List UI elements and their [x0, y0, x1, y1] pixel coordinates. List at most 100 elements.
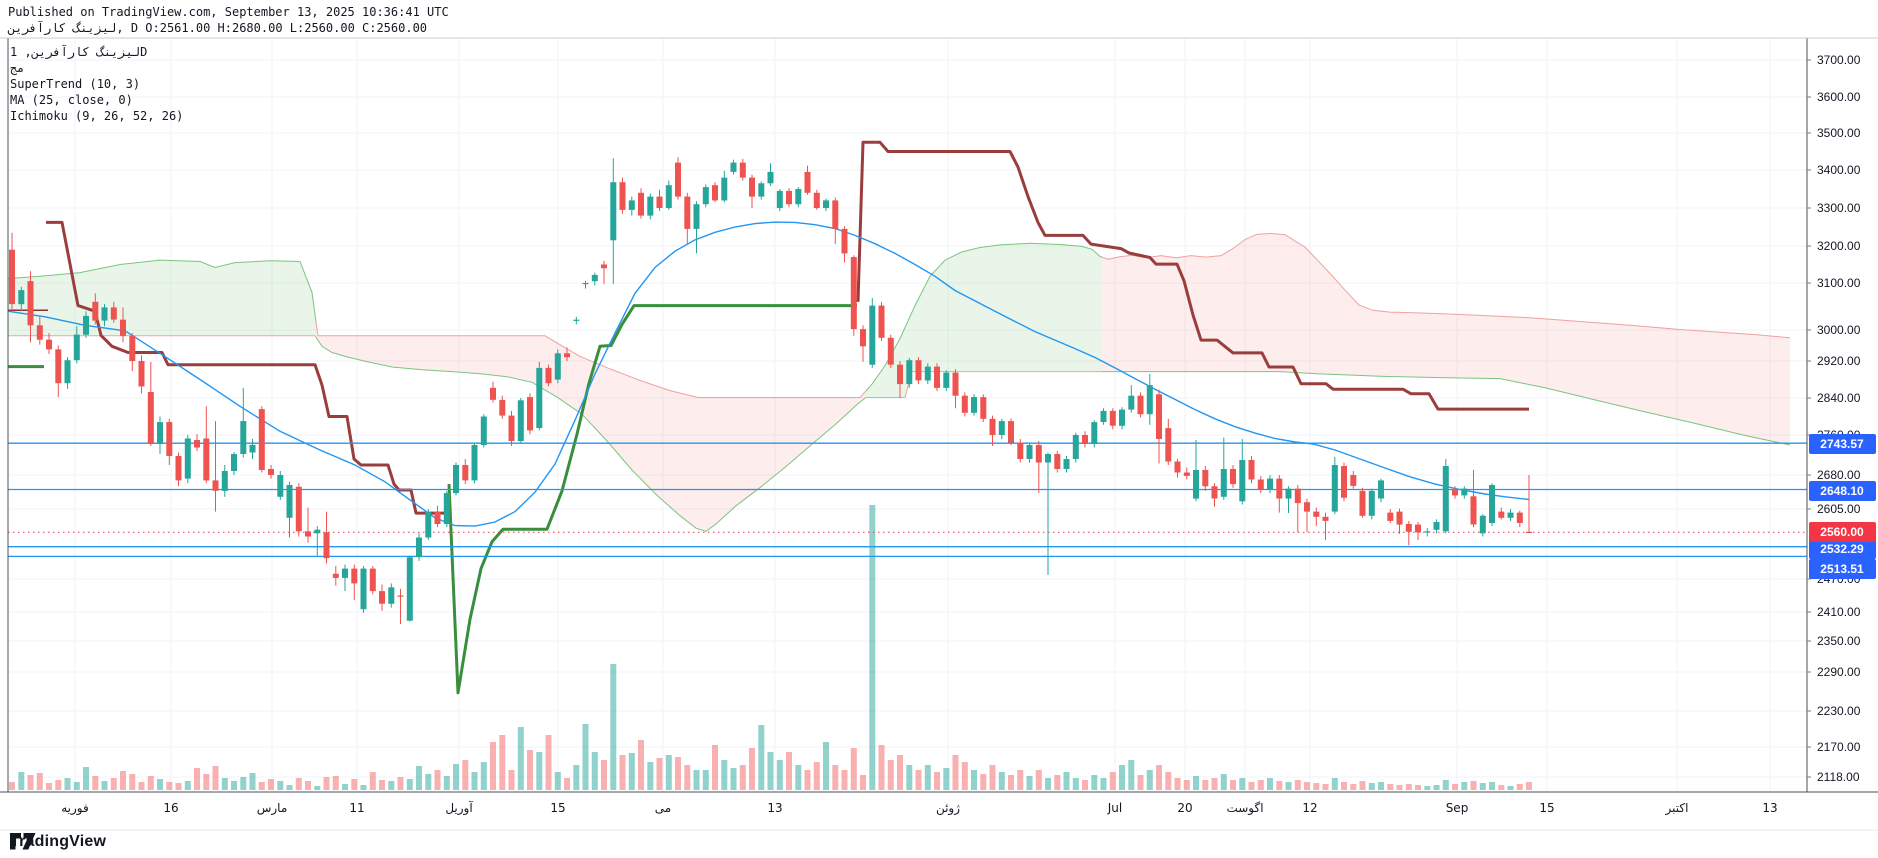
time-axis-label[interactable]: 13	[767, 801, 782, 815]
chart-legend: ليزينگ كارآفرين, 1D مج SuperTrend (10, 3…	[10, 44, 183, 124]
candle-body	[1276, 478, 1283, 499]
volume-bar	[1433, 785, 1440, 790]
price-axis-label[interactable]: 2350.00	[1817, 634, 1861, 648]
price-axis-label[interactable]: 2290.00	[1817, 665, 1861, 679]
candle-body	[823, 200, 829, 208]
volume-bar	[55, 780, 62, 790]
price-axis-label[interactable]: 3400.00	[1817, 163, 1861, 177]
volume-bar	[943, 768, 950, 790]
candle-body	[628, 200, 635, 210]
time-axis-label[interactable]: ژوئن	[936, 801, 960, 816]
legend-ichimoku[interactable]: Ichimoku (9, 26, 52, 26)	[10, 109, 184, 123]
time-axis-label[interactable]: اگوست	[1226, 801, 1263, 816]
candle-body	[332, 573, 339, 578]
volume-bar	[388, 781, 395, 790]
candle-body	[46, 339, 52, 350]
legend-symbol[interactable]: ليزينگ كارآفرين, 1D	[10, 45, 148, 59]
volume-bar	[332, 776, 339, 790]
tradingview-logo[interactable]: TradingView	[10, 833, 106, 851]
volume-bar	[1461, 782, 1468, 790]
time-axis-label[interactable]: Jul	[1107, 801, 1122, 815]
time-axis-label[interactable]: مى	[655, 801, 671, 815]
price-axis-label[interactable]: 3600.00	[1817, 90, 1861, 104]
price-axis-label[interactable]: 3500.00	[1817, 126, 1861, 140]
volume-bar	[1091, 775, 1098, 790]
candle-body	[1405, 524, 1412, 532]
price-axis-label[interactable]: 3000.00	[1817, 323, 1861, 337]
price-axis-label[interactable]: 3100.00	[1817, 276, 1861, 290]
candle-body	[480, 416, 487, 445]
volume-bar	[1387, 784, 1394, 790]
price-axis-label[interactable]: 2118.00	[1817, 770, 1860, 784]
candle-body	[129, 335, 136, 361]
candle-body	[582, 283, 589, 285]
candle-body	[1137, 395, 1144, 415]
symbol-ohlc-line: ليزينگ كارآفرين, D O:2561.00 H:2680.00 L…	[8, 21, 428, 35]
volume-bar	[813, 762, 820, 790]
candle-body	[314, 529, 321, 534]
candle-body	[1045, 454, 1051, 463]
price-axis-label[interactable]: 2230.00	[1817, 704, 1861, 718]
time-axis-label[interactable]: آوريل	[445, 800, 473, 816]
volume-bar	[323, 777, 330, 790]
candle-body	[508, 415, 515, 441]
candle-body	[527, 397, 533, 431]
time-axis-label[interactable]: 11	[349, 801, 364, 815]
candle-body	[231, 454, 237, 471]
price-axis-label[interactable]: 2410.00	[1817, 605, 1861, 619]
time-axis-label[interactable]: فوريه	[61, 801, 89, 816]
candle-body	[1322, 516, 1329, 521]
candle-body	[776, 190, 783, 208]
legend-ma[interactable]: MA (25, close, 0)	[10, 93, 133, 107]
volume-bar	[1239, 778, 1246, 790]
candle-body	[1350, 475, 1357, 486]
candle-body	[934, 366, 940, 388]
supertrend-up-line	[447, 304, 857, 695]
time-axis-label[interactable]: 15	[550, 801, 565, 815]
ichimoku-cloud-green	[8, 260, 316, 338]
legend-supertrend[interactable]: SuperTrend (10, 3)	[10, 77, 141, 91]
last-price-tag[interactable]: 2560.00	[1820, 525, 1864, 539]
price-axis-label[interactable]: 3200.00	[1817, 239, 1861, 253]
time-axis-label[interactable]: 13	[1762, 801, 1777, 815]
volume-bar	[702, 770, 709, 790]
candle-body	[147, 392, 154, 444]
volume-bar	[92, 776, 99, 790]
time-axis-label[interactable]: 15	[1539, 801, 1554, 815]
time-axis-label[interactable]: مارس	[257, 801, 288, 816]
candle-body	[1507, 512, 1514, 518]
candle-body	[1378, 480, 1384, 499]
price-axis-label[interactable]: 3300.00	[1817, 201, 1861, 215]
volume-bar	[138, 782, 145, 790]
candle-body	[1516, 512, 1523, 523]
price-axis-label[interactable]: 2170.00	[1817, 740, 1861, 754]
price-line-tag[interactable]: 2532.29	[1820, 542, 1864, 556]
volume-bar	[184, 781, 191, 790]
volume-bar	[527, 750, 533, 790]
candle-body	[120, 319, 126, 336]
price-axis-label[interactable]: 2605.00	[1817, 502, 1861, 516]
volume-bar	[1211, 778, 1218, 790]
candle-body	[351, 568, 358, 584]
volume-bar	[36, 773, 43, 790]
price-line-tag[interactable]: 2513.51	[1820, 562, 1864, 576]
published-timestamp: Published on TradingView.com, September …	[8, 5, 449, 19]
price-axis-label[interactable]: 2920.00	[1817, 354, 1861, 368]
candle-body	[1165, 428, 1172, 462]
time-axis-label[interactable]: اكتبر	[1665, 801, 1689, 816]
cloud-lower-border	[315, 337, 867, 532]
candle-body	[850, 257, 857, 330]
price-axis-label[interactable]: 3700.00	[1817, 53, 1861, 67]
price-line-tag[interactable]: 2743.57	[1820, 437, 1864, 451]
price-line-tag[interactable]: 2648.10	[1820, 484, 1864, 498]
time-axis-label[interactable]: 20	[1177, 801, 1192, 815]
time-axis-label[interactable]: Sep	[1446, 801, 1469, 815]
volume-bar	[1183, 780, 1190, 790]
volume-bar	[693, 770, 700, 790]
time-axis-label[interactable]: 16	[163, 801, 178, 815]
volume-bar	[1054, 775, 1061, 790]
price-axis-label[interactable]: 2840.00	[1817, 391, 1861, 405]
time-axis-label[interactable]: 12	[1302, 801, 1317, 815]
price-axis-label[interactable]: 2680.00	[1817, 468, 1861, 482]
